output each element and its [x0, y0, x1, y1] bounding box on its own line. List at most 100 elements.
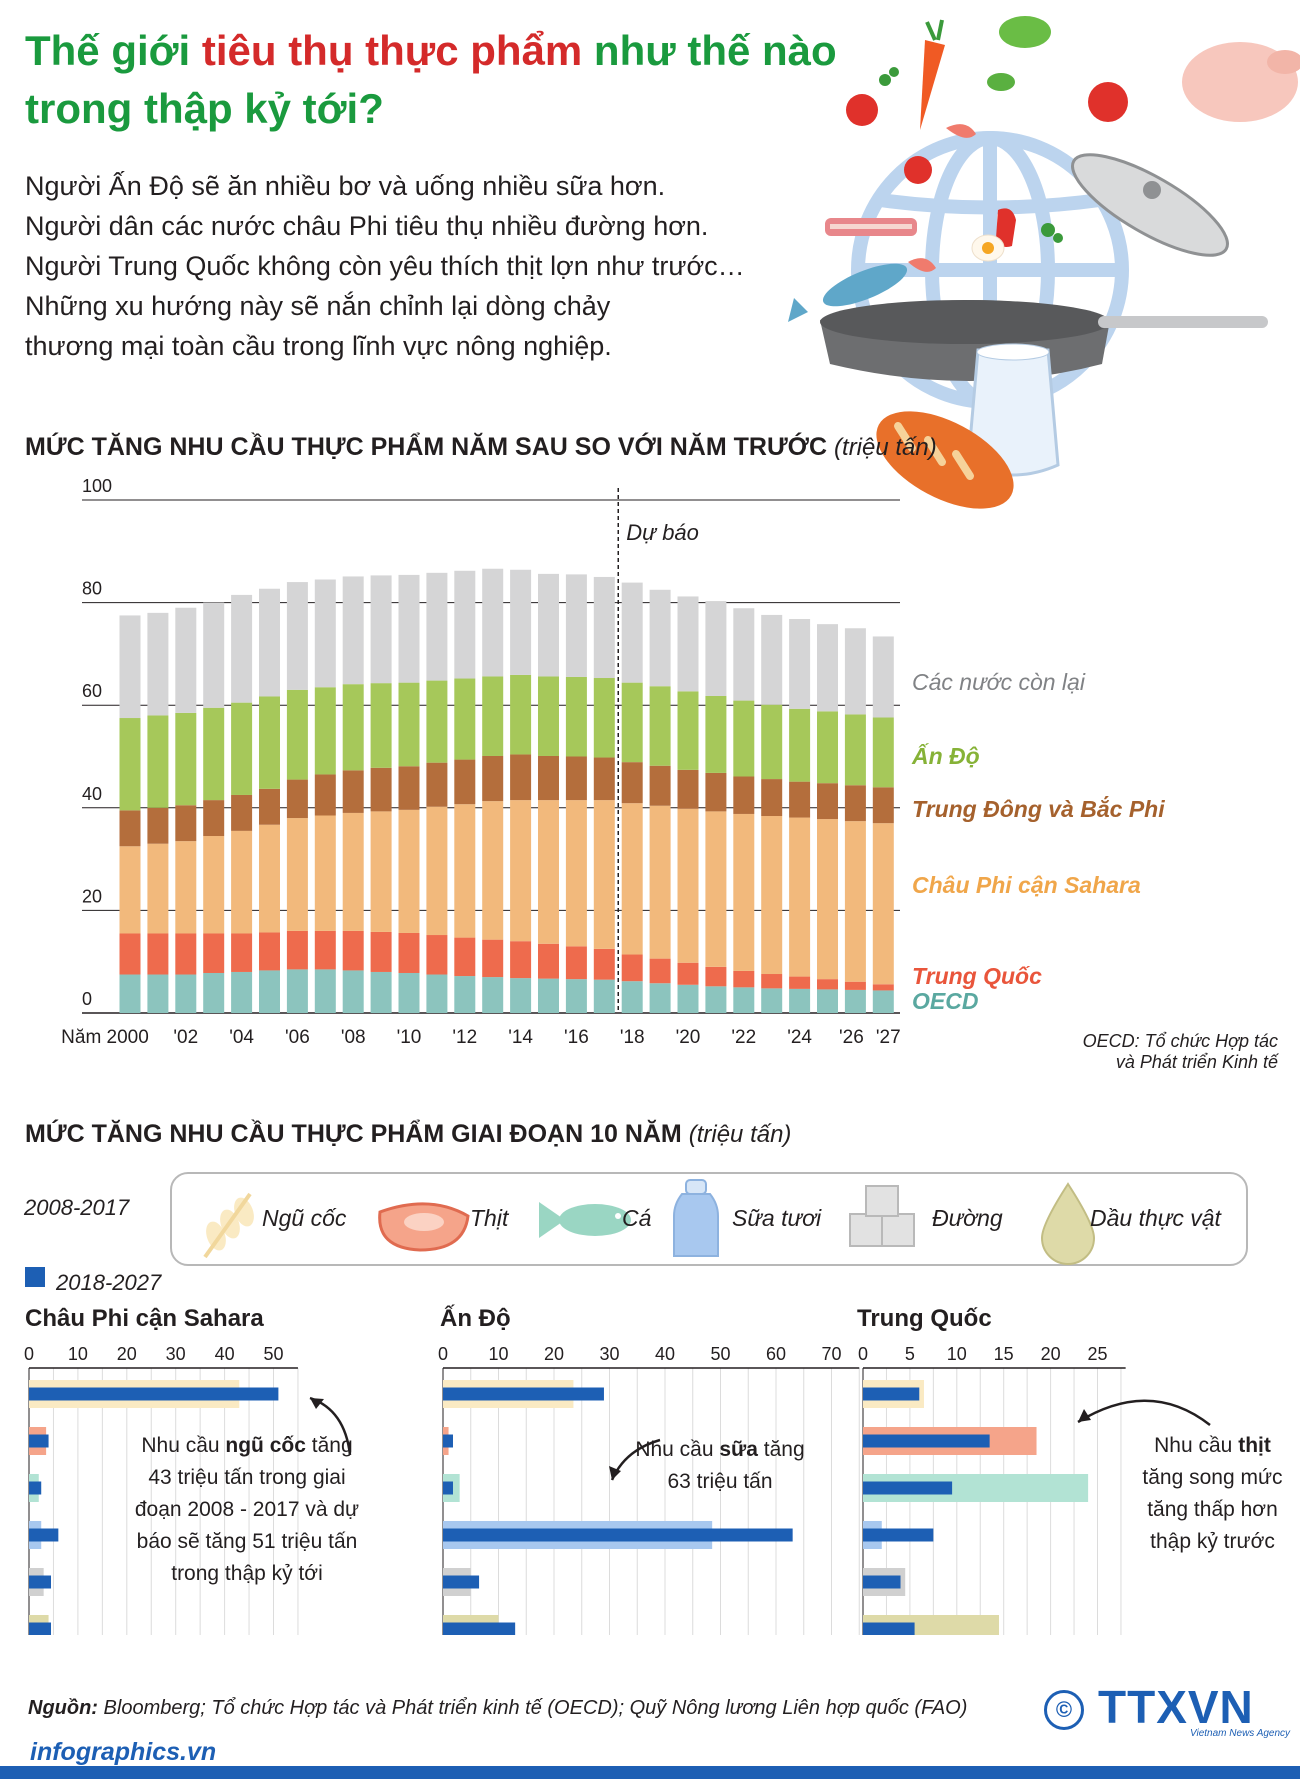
bar-segment [231, 794, 253, 831]
legend-rest: Các nước còn lại [912, 669, 1085, 695]
panel-tick-label: 20 [544, 1344, 564, 1364]
bar-segment [119, 718, 141, 811]
bar-segment [398, 574, 420, 683]
bar-segment [231, 971, 253, 1013]
bar-segment [482, 755, 504, 802]
bar-segment [454, 570, 476, 679]
bar-segment [817, 624, 838, 712]
y-tick-label: 20 [82, 886, 102, 906]
bar-segment [817, 819, 838, 980]
brand-subtitle: Vietnam News Agency [1190, 1728, 1291, 1739]
bar-segment [649, 958, 671, 984]
bar-segment [398, 809, 420, 933]
bar-segment [817, 711, 838, 784]
bar-segment [398, 682, 420, 767]
bar-segment [872, 990, 894, 1013]
panel-tick-label: 0 [858, 1344, 868, 1364]
bar-segment [872, 984, 894, 991]
bacon-icon [825, 218, 917, 236]
bar-segment [231, 830, 253, 934]
bar-segment [705, 772, 727, 812]
bar-segment [538, 978, 559, 1013]
x-tick-label: '06 [285, 1027, 310, 1048]
bar-segment [565, 800, 587, 947]
cat-fish: Cá [622, 1205, 652, 1231]
bar-segment [538, 573, 559, 677]
lid-icon [1071, 153, 1229, 257]
panel-tick-label: 30 [166, 1344, 186, 1364]
milk-bottle-icon [673, 1179, 719, 1257]
y-tick-label: 0 [82, 989, 92, 1009]
bar-segment [733, 970, 755, 988]
title-part2: tiêu thụ thực phẩm [201, 27, 583, 74]
title-line2: trong thập kỷ tới? [25, 85, 384, 132]
panel-tick-label: 30 [599, 1344, 619, 1364]
bar-segment [454, 678, 476, 760]
bar-segment [705, 695, 727, 773]
panel-tick-label: 50 [263, 1344, 283, 1364]
bar-segment [147, 933, 169, 975]
bar-segment [370, 971, 392, 1013]
bar-segment [175, 805, 197, 842]
bar-segment [398, 972, 420, 1013]
bar-segment [454, 937, 476, 977]
title-part3: như thế nào [582, 27, 837, 74]
panel-tick-label: 60 [766, 1344, 786, 1364]
annotation-grain: Nhu cầu ngũ cốc tăng 43 triệu tấn trong … [134, 1434, 360, 1585]
bar-segment [454, 804, 476, 938]
panel-tick-label: 0 [24, 1344, 34, 1364]
y-tick-label: 60 [82, 681, 102, 701]
bar-segment [426, 762, 448, 807]
y-tick-label: 80 [82, 579, 102, 599]
food-illustration [788, 16, 1300, 509]
bar-segment [482, 939, 504, 978]
bar-segment [231, 594, 253, 703]
bar-segment [147, 807, 169, 844]
bar-2018-2027 [29, 1622, 52, 1635]
bar-segment [649, 765, 671, 806]
bar-segment [761, 816, 783, 975]
bar-segment [872, 823, 894, 985]
bar-segment [147, 612, 169, 716]
panel-tick-label: 50 [710, 1344, 730, 1364]
arrow-milk [610, 1438, 661, 1481]
bar-segment [761, 704, 783, 780]
bar-segment [789, 781, 811, 818]
bar-segment [175, 974, 197, 1013]
bar-segment [286, 582, 308, 690]
bar-segment [342, 812, 364, 931]
arrow-meat [1077, 1399, 1211, 1426]
x-tick-label: '18 [620, 1027, 645, 1048]
bar-segment [844, 714, 866, 786]
bar-segment [426, 974, 448, 1013]
bar-segment [398, 766, 420, 810]
y-tick-label: 100 [82, 476, 112, 496]
bottom-bar [0, 1766, 1300, 1779]
category-legend-icons [203, 1179, 1096, 1265]
bar-segment [593, 948, 615, 980]
annotation-arrows [309, 1396, 1211, 1481]
bar-segment [761, 988, 783, 1013]
bar-2018-2027 [29, 1575, 52, 1589]
bar-segment [398, 932, 420, 973]
bar-2018-2027 [443, 1387, 604, 1401]
x-tick-label: '20 [676, 1027, 701, 1048]
bar-segment [147, 974, 169, 1013]
oil-drop-icon [1040, 1182, 1096, 1265]
bar-segment [621, 954, 643, 982]
bar-segment [733, 813, 755, 971]
tomato-icon [846, 82, 1128, 184]
sugar-cube-icon [849, 1185, 915, 1247]
site-link[interactable]: infographics.vn [30, 1738, 217, 1766]
bar-segment [677, 769, 699, 809]
bar-segment [593, 678, 615, 758]
bar-segment [203, 933, 225, 973]
bar-segment [259, 696, 280, 789]
bar-segment [510, 569, 532, 675]
x-tick-label: '22 [731, 1027, 756, 1048]
bar-segment [705, 966, 727, 987]
bar-segment [175, 933, 197, 975]
bar-segment [817, 979, 838, 990]
title-part1: Thế giới [25, 27, 202, 74]
shrimp-icon [908, 124, 976, 272]
